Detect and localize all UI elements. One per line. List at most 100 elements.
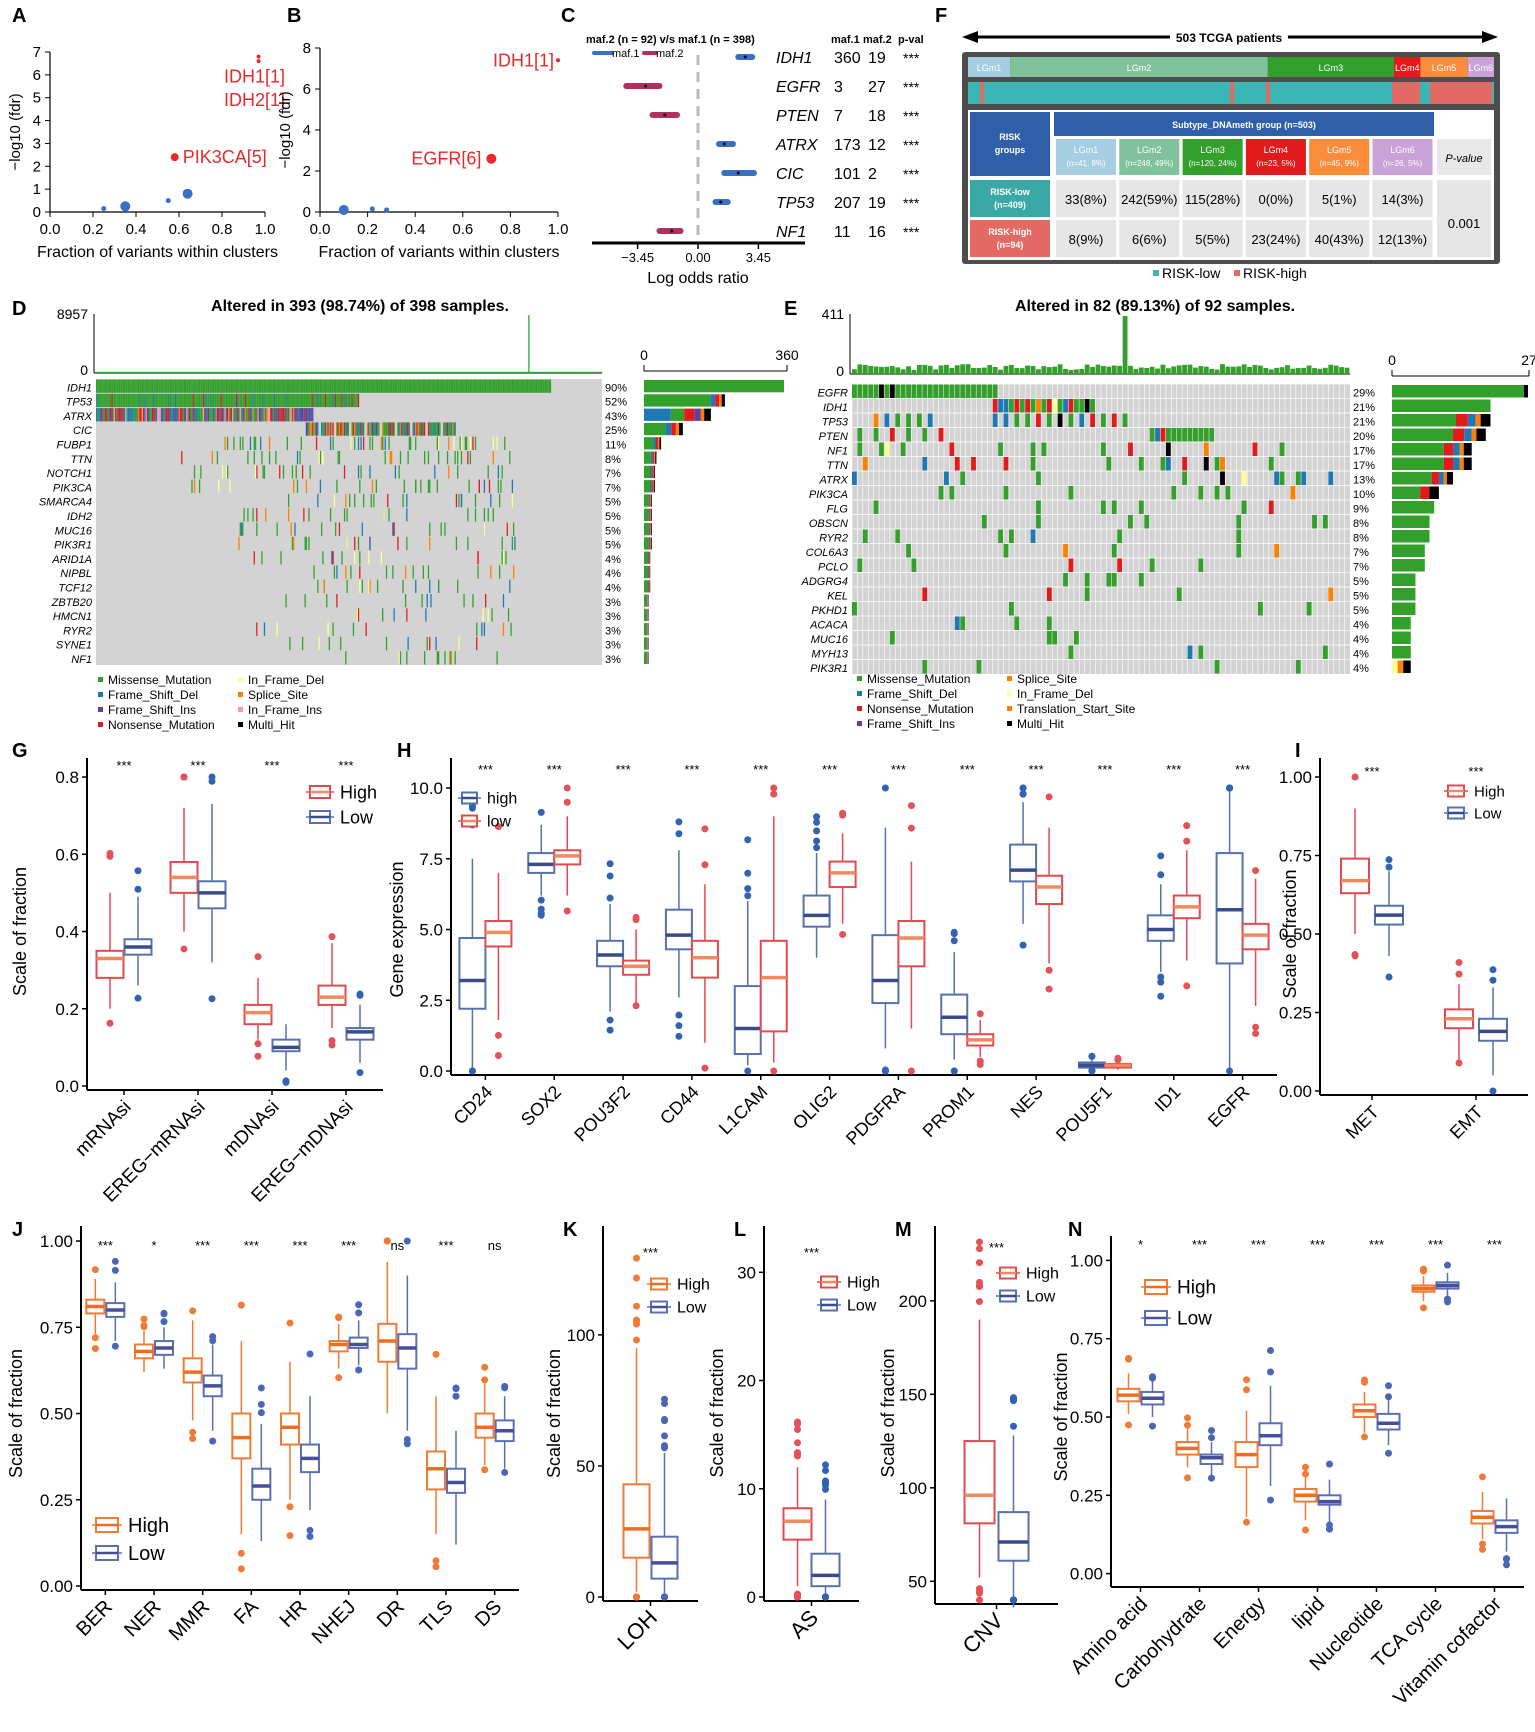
- mutation-cell: [471, 379, 473, 393]
- sample-burden-bar: [436, 371, 438, 373]
- mutation-cell: [448, 436, 450, 450]
- mutation-cell: [321, 522, 323, 536]
- gene-label: IDH1: [823, 402, 848, 414]
- mutation-cell: [1025, 413, 1031, 427]
- significance-label: ***: [1028, 762, 1043, 777]
- sample-burden-bar: [425, 371, 427, 373]
- mutation-cell: [1003, 486, 1009, 500]
- mutation-cell: [96, 393, 98, 408]
- mutation-cell: [500, 379, 502, 393]
- mutation-cell: [176, 408, 178, 422]
- sample-burden-bar: [359, 371, 361, 373]
- mutation-cell: [201, 393, 203, 408]
- mutation-cell: [1268, 500, 1274, 514]
- mutation-cell: [149, 408, 151, 422]
- mutation-cell: [354, 551, 356, 565]
- mutation-cell: [534, 379, 536, 393]
- mutation-cell: [445, 422, 447, 436]
- sample-burden-bar: [304, 371, 306, 373]
- outlier-point: [237, 1565, 245, 1573]
- outlier-point: [633, 1593, 640, 1601]
- category-label: mDNAsi: [219, 1097, 283, 1161]
- y-tick-label: 20: [737, 1372, 756, 1391]
- mutation-cell: [515, 379, 517, 393]
- mutation-cell: [300, 436, 302, 450]
- mutation-cell: [495, 379, 497, 393]
- subtype-column-n: (n=248, 49%): [1125, 159, 1174, 168]
- y-tick-label: 100: [567, 1326, 595, 1345]
- sample-burden-bar: [268, 371, 271, 373]
- outlier-point: [537, 911, 545, 919]
- outlier-point: [160, 1318, 168, 1326]
- outlier-point: [134, 885, 142, 893]
- mutation-cell: [343, 465, 346, 479]
- mutation-cell: [873, 500, 879, 514]
- mutation-cell: [477, 379, 479, 393]
- sample-burden-bar: [398, 371, 400, 373]
- significance-label: ***: [438, 1238, 453, 1253]
- gene-frequency-bar: [653, 465, 655, 479]
- x-tick-label: 0.6: [452, 221, 473, 238]
- gene-frequency-bar: [644, 422, 666, 436]
- mutation-cell: [976, 384, 982, 398]
- sample-burden-bar: [172, 371, 174, 373]
- mutation-cell: [369, 579, 371, 593]
- mutation-cell: [226, 436, 229, 450]
- mutation-cell: [1225, 486, 1231, 500]
- sample-burden-bar: [192, 371, 194, 373]
- sample-burden-bar: [505, 371, 507, 373]
- mutation-cell: [215, 408, 217, 422]
- mutation-cell: [467, 451, 469, 465]
- gene-frequency-bar: [694, 408, 701, 421]
- mutation-cell: [106, 408, 108, 422]
- mutation-cell: [398, 465, 400, 479]
- mutation-cell: [159, 408, 161, 422]
- mutation-cell: [305, 393, 308, 408]
- gene-label: TTN: [71, 454, 92, 466]
- sample-burden-bar: [219, 371, 221, 373]
- y-tick-label: 200: [899, 1292, 927, 1311]
- mutation-cell: [336, 422, 338, 436]
- mutation-cell: [313, 379, 315, 393]
- sample-burden-bar: [317, 371, 319, 373]
- gene-frequency-bar: [647, 623, 648, 636]
- gene-frequency-bar: [644, 651, 647, 664]
- outlier-point: [976, 1057, 984, 1065]
- mutation-cell: [195, 408, 197, 422]
- sample-burden-bar: [132, 371, 135, 373]
- sample-burden-bar: [402, 371, 404, 373]
- sample-burden-bar: [99, 371, 102, 373]
- sample-burden-bar: [472, 371, 474, 373]
- mutation-cell: [389, 379, 391, 393]
- mutation-cell: [207, 379, 210, 393]
- outlier-point: [432, 1563, 440, 1571]
- outlier-point: [1351, 951, 1359, 959]
- mutation-cell: [322, 451, 324, 465]
- box: [733, 985, 762, 1056]
- outlier-point: [403, 1435, 411, 1443]
- mutation-cell: [427, 479, 430, 493]
- mutation-cell: [310, 408, 313, 422]
- mutation-cell: [1036, 471, 1041, 485]
- maf1-count: 3: [834, 79, 843, 96]
- mutation-cell: [380, 379, 383, 393]
- outlier-point: [813, 827, 821, 835]
- outlier-point: [794, 1593, 801, 1601]
- sample-burden-bar: [1079, 368, 1085, 374]
- mutation-cell: [178, 393, 180, 408]
- mutation-cell: [398, 651, 400, 665]
- sample-burden-bar: [296, 371, 299, 373]
- mutation-cell: [1274, 544, 1280, 558]
- gene-frequency-bar: [650, 523, 651, 536]
- mutation-cell: [132, 408, 135, 422]
- gene-percent: 5%: [605, 540, 621, 552]
- mutation-cell: [308, 408, 310, 422]
- category-label: mRNAsi: [71, 1097, 135, 1161]
- point-label: IDH1[1]: [493, 50, 554, 70]
- sample-burden-bar: [314, 371, 316, 373]
- sample-burden-bar: [228, 371, 230, 373]
- significance-label: ***: [804, 1245, 819, 1260]
- mutation-cell: [454, 451, 456, 465]
- y-tick-label: 0.0: [55, 1077, 79, 1096]
- risk-band-high-segment: [980, 82, 984, 104]
